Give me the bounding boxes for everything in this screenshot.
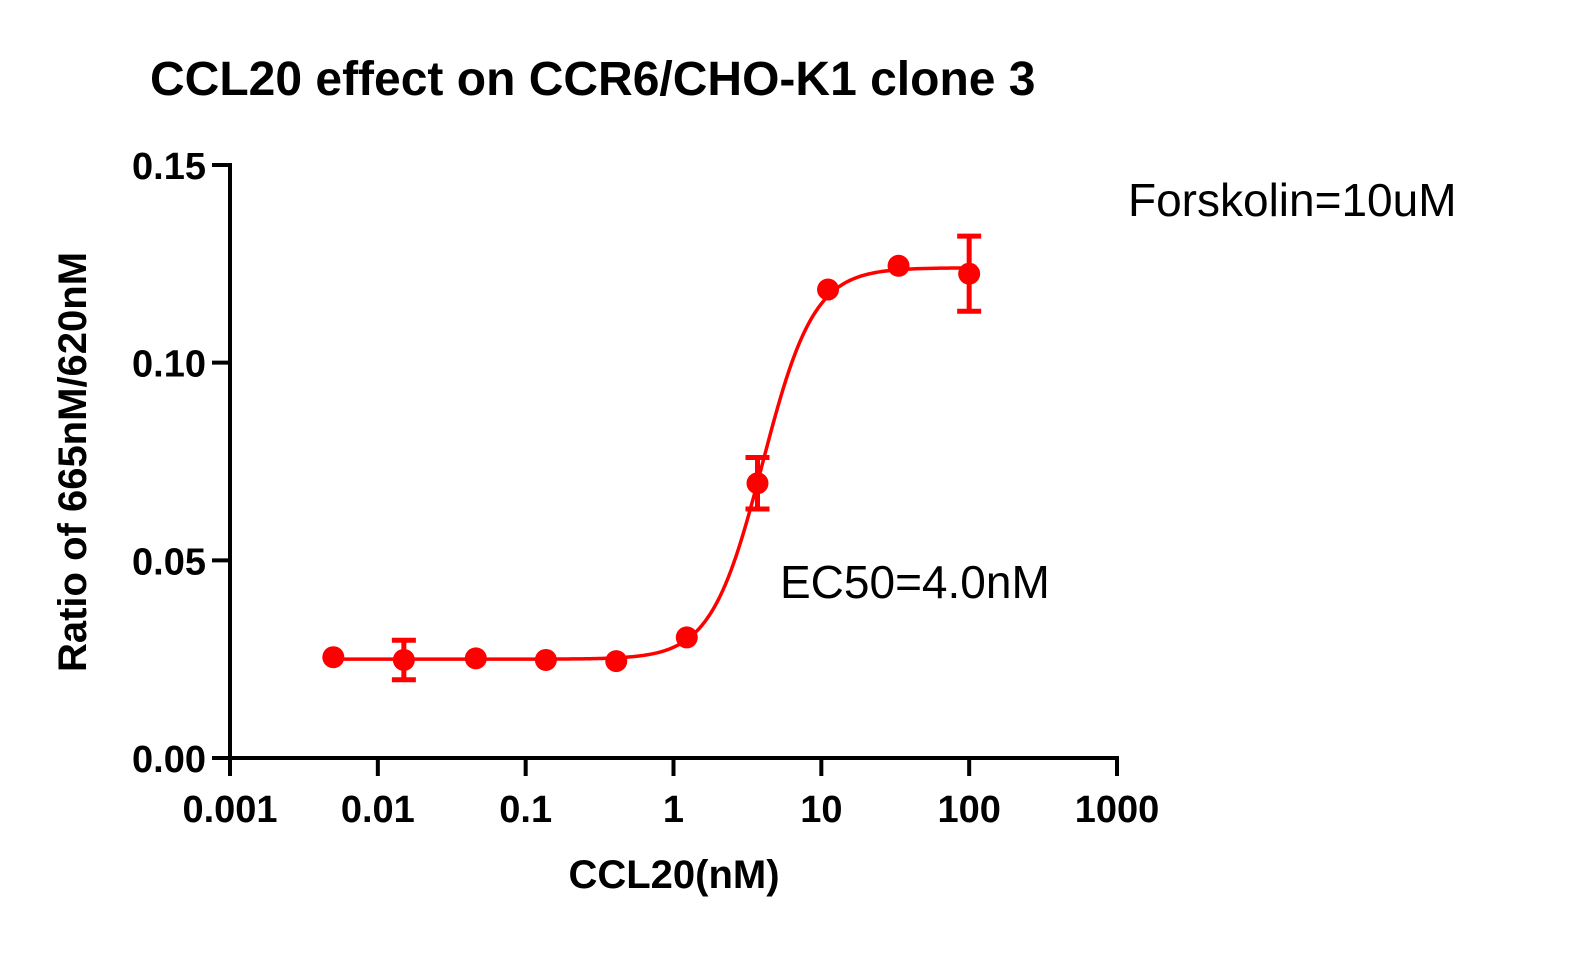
data-point <box>392 648 415 671</box>
error-bars <box>391 233 982 683</box>
data-point <box>605 650 628 673</box>
fit-curve <box>333 266 970 661</box>
x-tick-label: 0.1 <box>499 789 552 831</box>
y-axis-label: Ratio of 665nM/620nM <box>51 252 95 672</box>
data-point <box>746 472 769 495</box>
x-tick-label: 100 <box>937 789 1000 831</box>
y-tick-label: 0.05 <box>132 541 206 583</box>
data-point <box>887 254 910 277</box>
y-tick-label: 0.10 <box>132 344 206 386</box>
data-points <box>322 254 981 673</box>
x-tick-label: 0.01 <box>341 789 415 831</box>
data-point <box>817 278 840 301</box>
forskolin-annotation: Forskolin=10uM <box>1128 174 1457 226</box>
x-tick-label: 1 <box>663 789 684 831</box>
data-point <box>675 626 698 649</box>
chart-title: CCL20 effect on CCR6/CHO-K1 clone 3 <box>150 53 1036 106</box>
x-axis-label: CCL20(nM) <box>568 853 779 897</box>
data-point <box>958 262 981 285</box>
data-point <box>322 646 345 669</box>
ec50-annotation: EC50=4.0nM <box>780 556 1050 608</box>
data-point <box>464 647 487 670</box>
x-tick-label: 0.001 <box>182 789 277 831</box>
x-tick-label: 1000 <box>1075 789 1160 831</box>
data-point <box>534 648 557 671</box>
x-tick-label: 10 <box>800 789 842 831</box>
y-tick-label: 0.15 <box>132 146 206 188</box>
axis-ticks: 0.00 0.05 0.10 0.15 0.001 0.01 0.1 1 10 100 1000 <box>132 146 1159 831</box>
y-tick-label: 0.00 <box>132 739 206 781</box>
axes <box>228 163 1119 760</box>
